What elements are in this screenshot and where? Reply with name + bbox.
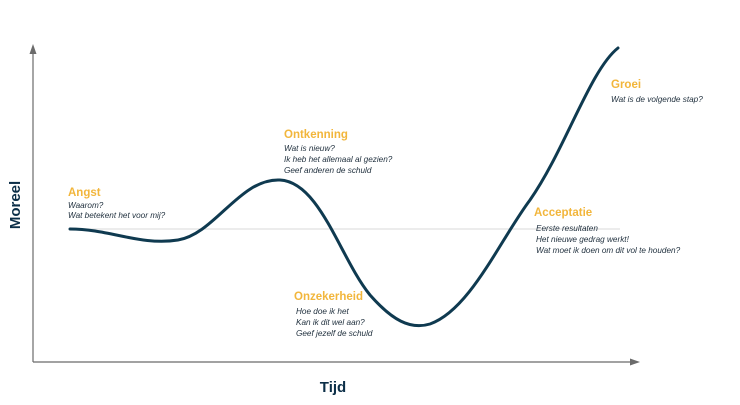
stage-line: Waarom? bbox=[68, 201, 104, 210]
morale-curve bbox=[68, 46, 620, 328]
stage-line: Het nieuwe gedrag werkt! bbox=[536, 235, 630, 244]
stage-onzekerheid: Onzekerheid Hoe doe ik het Kan ik dit we… bbox=[294, 291, 373, 338]
stage-line: Geef anderen de schuld bbox=[284, 166, 372, 175]
stage-acceptatie: Acceptatie Eerste resultaten Het nieuwe … bbox=[534, 207, 681, 255]
stage-title: Acceptatie bbox=[534, 207, 592, 219]
stage-title: Angst bbox=[68, 187, 101, 199]
stage-ontkenning: Ontkenning Wat is nieuw? Ik heb het alle… bbox=[284, 129, 393, 175]
stage-line: Wat is de volgende stap? bbox=[611, 95, 703, 104]
stage-line: Hoe doe ik het bbox=[296, 307, 350, 316]
stage-title: Onzekerheid bbox=[294, 291, 363, 303]
stage-title: Groei bbox=[611, 79, 641, 91]
stage-line: Geef jezelf de schuld bbox=[296, 329, 373, 338]
stage-groei: Groei Wat is de volgende stap? bbox=[611, 79, 703, 104]
x-axis-arrow-icon bbox=[630, 358, 640, 366]
y-axis-label: Moreel bbox=[7, 181, 24, 229]
x-axis-label: Tijd bbox=[320, 379, 346, 396]
stage-angst: Angst Waarom? Wat betekent het voor mij? bbox=[68, 187, 166, 220]
stage-line: Wat is nieuw? bbox=[284, 144, 335, 153]
stage-line: Kan ik dit wel aan? bbox=[296, 318, 365, 327]
stage-line: Eerste resultaten bbox=[536, 224, 598, 233]
stage-line: Wat betekent het voor mij? bbox=[68, 211, 166, 220]
stage-line: Wat moet ik doen om dit vol te houden? bbox=[536, 246, 681, 255]
stage-line: Ik heb het allemaal al gezien? bbox=[284, 155, 393, 164]
stage-title: Ontkenning bbox=[284, 129, 348, 141]
y-axis-arrow-icon bbox=[29, 44, 37, 54]
